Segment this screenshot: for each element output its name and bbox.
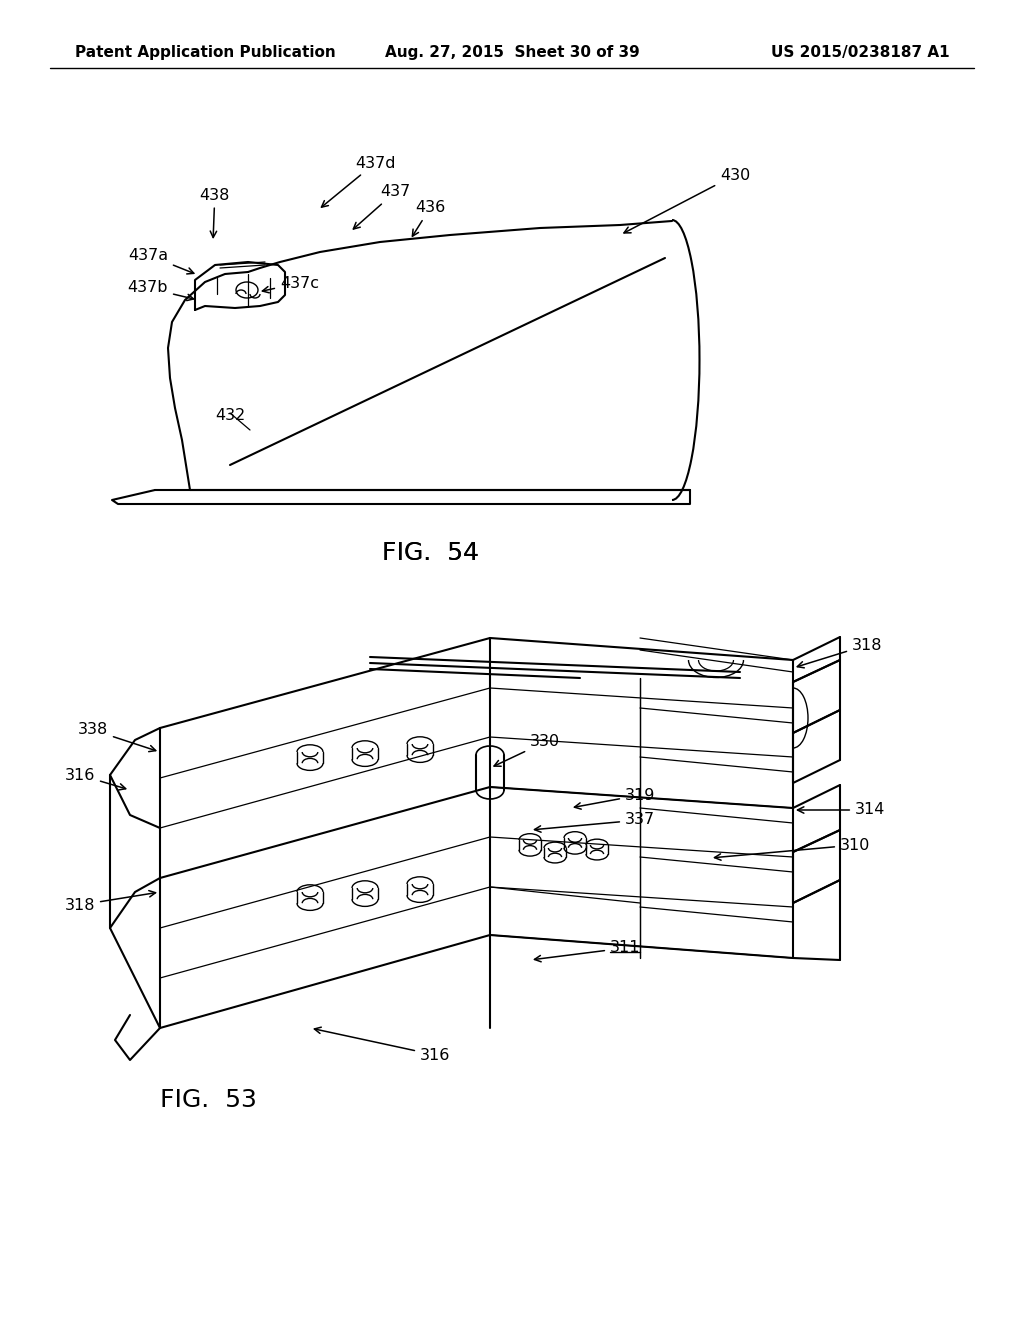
Text: 316: 316 bbox=[65, 767, 126, 789]
Text: 310: 310 bbox=[715, 837, 870, 861]
Text: FIG.  54: FIG. 54 bbox=[382, 541, 478, 565]
Text: 316: 316 bbox=[314, 1027, 451, 1063]
Text: 318: 318 bbox=[798, 638, 883, 668]
Text: 318: 318 bbox=[65, 891, 156, 912]
Text: FIG.  54: FIG. 54 bbox=[382, 541, 478, 565]
Text: 314: 314 bbox=[798, 803, 886, 817]
Text: 330: 330 bbox=[494, 734, 560, 766]
Text: 437: 437 bbox=[353, 185, 411, 230]
Text: 437c: 437c bbox=[262, 276, 319, 293]
Text: 432: 432 bbox=[215, 408, 246, 422]
Text: 338: 338 bbox=[78, 722, 156, 751]
Text: 437a: 437a bbox=[128, 248, 194, 275]
Text: 438: 438 bbox=[200, 187, 230, 238]
Text: US 2015/0238187 A1: US 2015/0238187 A1 bbox=[771, 45, 950, 59]
Text: 430: 430 bbox=[624, 168, 751, 232]
Text: 437b: 437b bbox=[128, 281, 194, 301]
Text: 337: 337 bbox=[535, 813, 655, 832]
Text: Aug. 27, 2015  Sheet 30 of 39: Aug. 27, 2015 Sheet 30 of 39 bbox=[385, 45, 639, 59]
Text: Patent Application Publication: Patent Application Publication bbox=[75, 45, 336, 59]
Text: 319: 319 bbox=[574, 788, 655, 809]
Text: 311: 311 bbox=[535, 940, 640, 962]
Text: 437d: 437d bbox=[322, 156, 395, 207]
Text: FIG.  53: FIG. 53 bbox=[160, 1088, 257, 1111]
Text: 436: 436 bbox=[413, 201, 445, 236]
